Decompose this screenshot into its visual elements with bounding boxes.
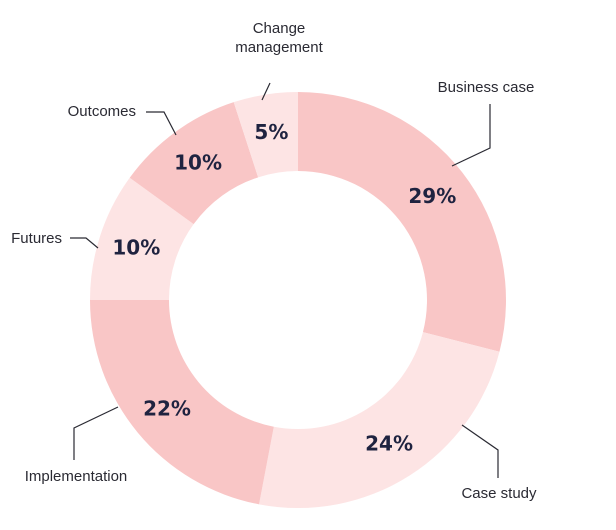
donut-slices [90, 92, 507, 508]
slice-futures [90, 177, 194, 300]
leader-line-outcomes [146, 111, 177, 136]
data-label-case-study: 24% [365, 432, 413, 456]
slice-case-study [259, 332, 500, 508]
data-label-futures: 10% [112, 235, 160, 259]
category-label-outcomes: Outcomes [68, 103, 136, 120]
data-label-outcomes: 10% [174, 150, 222, 174]
leader-line-change-management [261, 82, 271, 101]
category-label-futures: Futures [11, 230, 62, 247]
data-label-business-case: 29% [408, 184, 456, 208]
slice-outcomes [129, 102, 259, 225]
leader-line-futures [70, 237, 99, 249]
category-label-implementation: Implementation [25, 468, 128, 485]
leader-line-case-study [461, 424, 499, 478]
category-label-business-case: Business case [438, 79, 535, 96]
slice-business-case [298, 92, 507, 352]
slice-change-management [233, 92, 298, 178]
category-labels: Business case Case study Implementation Fut… [11, 20, 537, 502]
leader-lines [70, 82, 499, 478]
data-label-change-management: 5% [254, 120, 288, 144]
slice-implementation [90, 300, 274, 505]
data-label-implementation: 22% [143, 396, 191, 420]
leader-line-business-case [451, 104, 491, 167]
category-label-case-study: Case study [461, 485, 537, 502]
category-label-change-management: Change management [235, 20, 323, 56]
percent-labels: 29% 24% 22% 10% 10% 5% [112, 120, 456, 455]
leader-line-implementation [73, 406, 119, 460]
